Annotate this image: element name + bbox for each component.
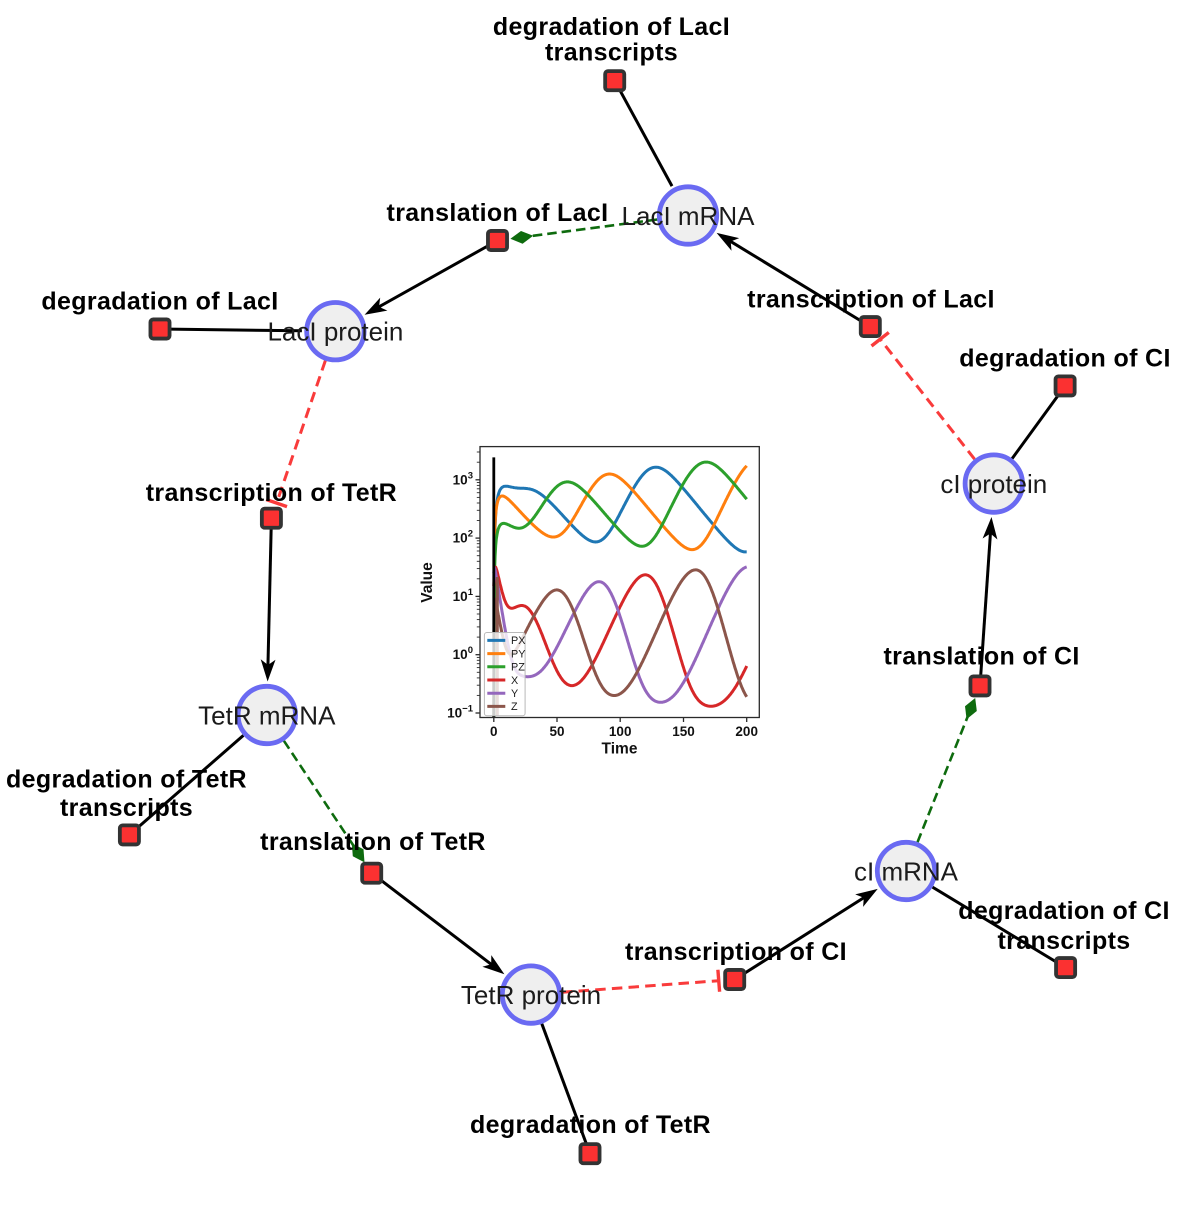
- svg-text:PZ: PZ: [511, 662, 525, 674]
- svg-text:PX: PX: [511, 635, 525, 647]
- svg-text:100: 100: [609, 724, 632, 739]
- svg-text:translation of CI: translation of CI: [883, 643, 1079, 671]
- svg-text:degradation of TetR: degradation of TetR: [6, 766, 247, 794]
- svg-text:transcripts: transcripts: [60, 794, 193, 822]
- svg-text:transcription of TetR: transcription of TetR: [146, 479, 397, 507]
- svg-text:cI protein: cI protein: [940, 469, 1047, 499]
- svg-text:Time: Time: [602, 741, 638, 758]
- svg-text:degradation of CI: degradation of CI: [958, 897, 1170, 925]
- svg-text:200: 200: [735, 724, 758, 739]
- svg-text:degradation of CI: degradation of CI: [959, 344, 1171, 372]
- svg-text:degradation of LacI: degradation of LacI: [41, 287, 278, 315]
- svg-text:LacI mRNA: LacI mRNA: [622, 201, 756, 231]
- svg-text:Z: Z: [511, 701, 518, 713]
- svg-text:50: 50: [549, 724, 564, 739]
- svg-text:LacI protein: LacI protein: [267, 317, 403, 347]
- svg-text:translation of LacI: translation of LacI: [387, 199, 609, 227]
- svg-text:150: 150: [672, 724, 695, 739]
- svg-text:degradation of TetR: degradation of TetR: [470, 1111, 711, 1139]
- svg-text:transcription of CI: transcription of CI: [625, 938, 847, 966]
- svg-text:degradation of LacI: degradation of LacI: [493, 13, 730, 41]
- svg-text:transcripts: transcripts: [997, 927, 1130, 955]
- svg-text:transcripts: transcripts: [545, 39, 678, 67]
- svg-text:transcription of LacI: transcription of LacI: [747, 286, 995, 314]
- svg-text:TetR mRNA: TetR mRNA: [198, 700, 336, 730]
- svg-text:PY: PY: [511, 648, 525, 660]
- svg-text:cI mRNA: cI mRNA: [854, 856, 959, 886]
- svg-text:translation of TetR: translation of TetR: [260, 828, 486, 856]
- svg-text:Y: Y: [511, 688, 518, 700]
- svg-text:TetR protein: TetR protein: [461, 980, 601, 1010]
- svg-text:0: 0: [490, 724, 498, 739]
- svg-text:X: X: [511, 675, 518, 687]
- svg-text:Value: Value: [419, 562, 436, 603]
